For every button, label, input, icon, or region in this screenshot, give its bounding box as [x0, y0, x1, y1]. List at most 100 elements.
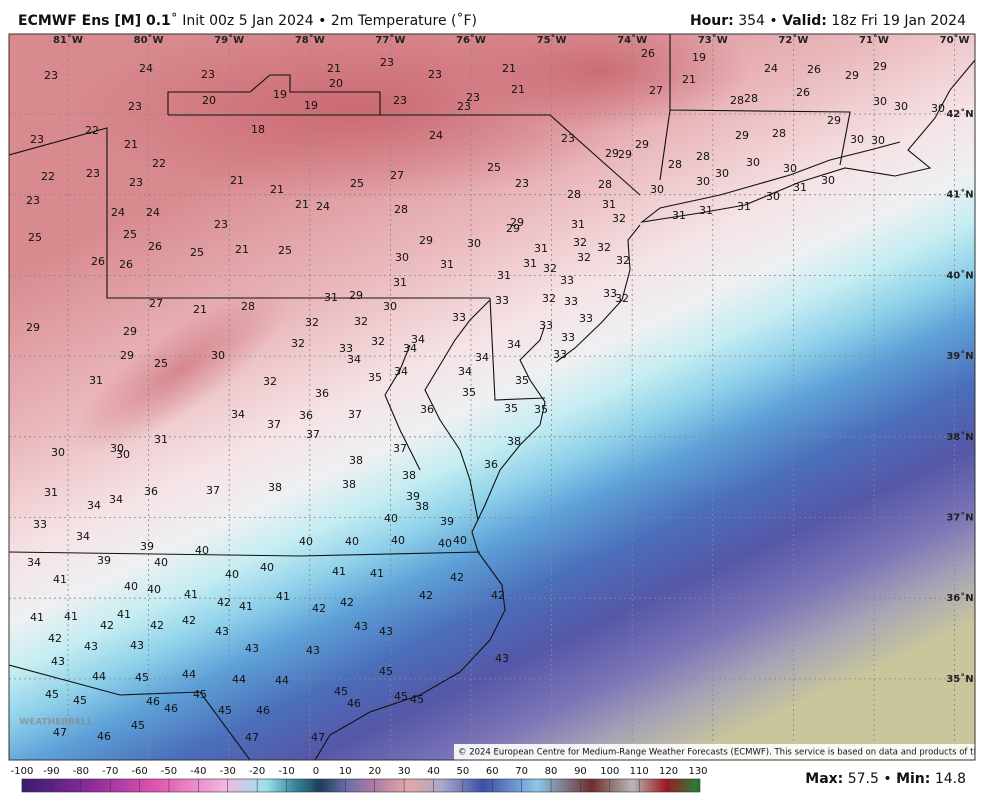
station-value: 18: [251, 123, 265, 136]
station-value: 36: [315, 387, 329, 400]
station-value: 32: [305, 316, 319, 329]
station-value: 43: [130, 639, 144, 652]
station-value: 40: [154, 556, 168, 569]
station-value: 32: [543, 262, 557, 275]
station-value: 30: [766, 190, 780, 203]
longitude-label: 78˚W: [295, 34, 325, 46]
station-value: 38: [507, 435, 521, 448]
station-value: 28: [696, 150, 710, 163]
station-value: 32: [597, 241, 611, 254]
station-value: 34: [347, 353, 361, 366]
station-value: 30: [715, 167, 729, 180]
station-value: 23: [393, 94, 407, 107]
station-value: 30: [110, 442, 124, 455]
station-value: 43: [51, 655, 65, 668]
station-value: 25: [123, 228, 137, 241]
station-value: 31: [602, 198, 616, 211]
station-value: 36: [484, 458, 498, 471]
station-value: 33: [33, 518, 47, 531]
station-value: 47: [53, 726, 67, 739]
graticule: [9, 34, 975, 760]
station-value: 22: [152, 157, 166, 170]
station-value: 42: [217, 596, 231, 609]
station-value: 28: [668, 158, 682, 171]
longitude-label: 73˚W: [698, 34, 728, 46]
station-value: 30: [395, 251, 409, 264]
station-value: 32: [542, 292, 556, 305]
station-value: 21: [502, 62, 516, 75]
station-value: 33: [452, 311, 466, 324]
station-value: 26: [91, 255, 105, 268]
station-value: 24: [111, 206, 125, 219]
station-value: 42: [48, 632, 62, 645]
station-value: 24: [146, 206, 160, 219]
station-value: 34: [394, 365, 408, 378]
station-value: 43: [354, 620, 368, 633]
station-value: 32: [615, 292, 629, 305]
station-value: 29: [26, 321, 40, 334]
station-value: 19: [692, 51, 706, 64]
station-value: 31: [89, 374, 103, 387]
station-value: 31: [523, 257, 537, 270]
station-value: 42: [450, 571, 464, 584]
station-value: 30: [467, 237, 481, 250]
station-value: 26: [148, 240, 162, 253]
station-value: 45: [73, 694, 87, 707]
station-value: 29: [827, 114, 841, 127]
station-value: 30: [931, 102, 945, 115]
scale-tick-label: -30: [220, 766, 236, 777]
latitude-label: 36˚N: [946, 592, 973, 604]
station-value: 45: [131, 719, 145, 732]
latitude-label: 38˚N: [946, 431, 973, 443]
station-value: 31: [497, 269, 511, 282]
station-value: 21: [193, 303, 207, 316]
station-value: 30: [383, 300, 397, 313]
station-value: 29: [120, 349, 134, 362]
longitude-label: 70˚W: [940, 34, 970, 46]
station-value: 30: [116, 448, 130, 461]
station-value: 40: [438, 537, 452, 550]
station-value: 44: [275, 674, 289, 687]
station-value: 21: [124, 138, 138, 151]
station-value: 37: [393, 442, 407, 455]
station-value: 20: [202, 94, 216, 107]
station-value: 23: [201, 68, 215, 81]
scale-tick-label: 60: [486, 766, 499, 777]
station-value: 35: [534, 403, 548, 416]
station-value: 44: [232, 673, 246, 686]
station-value: 33: [539, 319, 553, 332]
station-value: 38: [402, 469, 416, 482]
color-scale: [21, 778, 701, 793]
station-value: 21: [230, 174, 244, 187]
station-value: 30: [696, 175, 710, 188]
station-value: 34: [87, 499, 101, 512]
station-value: 23: [44, 69, 58, 82]
scale-tick-label: -50: [161, 766, 177, 777]
station-value: 40: [345, 535, 359, 548]
station-value: 42: [491, 589, 505, 602]
station-value: 31: [440, 258, 454, 271]
max-min: Max: 57.5 • Min: 14.8: [805, 771, 966, 787]
warm-core: [450, 34, 750, 130]
station-value: 40: [225, 568, 239, 581]
station-value: 31: [571, 218, 585, 231]
station-value: 34: [27, 556, 41, 569]
scale-tick-label: -100: [11, 766, 34, 777]
scale-tick-label: 70: [515, 766, 528, 777]
station-value: 21: [511, 83, 525, 96]
station-value: 28: [567, 188, 581, 201]
warm-tongue: [71, 288, 289, 452]
logo: WEATHERBELL: [19, 718, 93, 728]
station-value: 43: [495, 652, 509, 665]
station-value: 40: [124, 580, 138, 593]
station-value: 25: [487, 161, 501, 174]
scale-tick-label: -90: [43, 766, 59, 777]
station-value: 21: [682, 73, 696, 86]
scale-tick-label: -80: [73, 766, 89, 777]
station-value: 36: [420, 403, 434, 416]
longitude-label: 80˚W: [134, 34, 164, 46]
station-value: 44: [182, 668, 196, 681]
latitude-label: 39˚N: [946, 350, 973, 362]
station-value: 27: [149, 297, 163, 310]
